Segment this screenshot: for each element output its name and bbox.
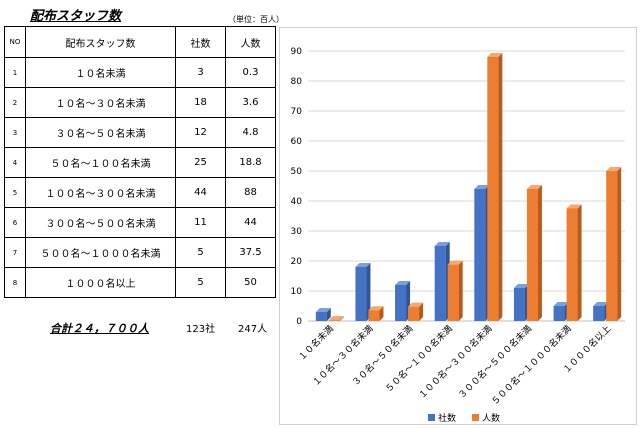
table-row: 5 １００名～３００名未満 44 88 — [4, 177, 276, 208]
y-tick-label: 10 — [291, 287, 303, 297]
x-tick-label: ５０名～１００名未満 — [383, 323, 455, 395]
table-row: 3 ３０名～５０名未満 12 4.8 — [4, 117, 276, 148]
bar-top — [553, 302, 569, 306]
y-tick-label: 70 — [291, 107, 303, 117]
header-companies: 社数 — [175, 26, 226, 58]
x-tick-label: ５００名～１０００名未満 — [489, 323, 574, 408]
y-tick-label: 0 — [296, 317, 302, 327]
cell-people: 3.6 — [225, 87, 276, 118]
cell-people: 50 — [225, 267, 276, 298]
cell-people: 4.8 — [225, 117, 276, 148]
header-people: 人数 — [225, 26, 276, 58]
x-tick-label: １０名未満 — [296, 323, 336, 363]
bar — [315, 312, 327, 321]
bar — [474, 189, 486, 321]
cell-staff: ３０名～５０名未満 — [25, 117, 176, 148]
cell-companies: 5 — [175, 267, 226, 298]
total-companies: 123社 — [186, 324, 216, 335]
table-row: 1 １０名未満 3 0.3 — [4, 57, 276, 88]
cell-staff: １００名～３００名未満 — [25, 177, 176, 208]
x-tick-label: １００名～３００名未満 — [416, 323, 494, 401]
cell-staff: ３００名～５００名未満 — [25, 207, 176, 238]
bar-side — [537, 185, 542, 321]
bar-side — [326, 308, 331, 321]
cell-companies: 18 — [175, 87, 226, 118]
legend-label: 社数 — [438, 412, 456, 424]
bar — [593, 306, 605, 321]
y-tick-label: 90 — [291, 47, 303, 57]
bar-top — [328, 316, 344, 321]
bar — [447, 264, 459, 321]
bar — [513, 288, 525, 321]
y-tick-label: 50 — [291, 167, 303, 177]
y-tick-label: 40 — [291, 197, 303, 207]
bar-side — [458, 260, 463, 321]
y-tick-label: 80 — [291, 77, 303, 87]
bar-top — [513, 284, 529, 288]
bar-side — [498, 53, 503, 321]
bar-side — [366, 263, 371, 321]
bar-top — [566, 204, 582, 209]
bar — [434, 246, 446, 321]
bar — [566, 208, 578, 321]
x-tick-label: ３００名～５００名未満 — [456, 323, 534, 401]
bar-top — [434, 242, 450, 246]
bar-side — [617, 167, 622, 321]
page-title: 配布スタッフ数 — [30, 9, 122, 24]
bar-top — [447, 260, 463, 265]
cell-companies: 25 — [175, 147, 226, 178]
bar-top — [526, 185, 542, 189]
table-row: 4 ５０名～１００名未満 25 18.8 — [4, 147, 276, 178]
unit-note: （単位：百人） — [228, 15, 284, 24]
cell-staff: １０名未満 — [25, 57, 176, 88]
chart-frame — [279, 27, 637, 425]
bar — [526, 189, 538, 321]
cell-companies: 12 — [175, 117, 226, 148]
total-people: 247人 — [238, 324, 268, 335]
bar-top — [368, 306, 384, 311]
y-tick-label: 30 — [291, 227, 303, 237]
bar — [368, 310, 380, 321]
bar-top — [355, 263, 371, 267]
bar — [355, 267, 367, 321]
bar-top — [395, 281, 411, 285]
bar-side — [339, 316, 344, 321]
bar — [328, 320, 340, 321]
distribution-table: NO 配布スタッフ数 社数 人数 1 １０名未満 3 0.3 2 １０名～３０名未満 18… — [4, 26, 276, 298]
bar — [395, 285, 407, 321]
bar-top — [593, 302, 609, 306]
cell-companies: 3 — [175, 57, 226, 88]
cell-people: 18.8 — [225, 147, 276, 178]
bar-top — [606, 167, 622, 171]
bar-side — [577, 204, 582, 321]
cell-companies: 5 — [175, 237, 226, 268]
legend-label: 人数 — [482, 412, 500, 424]
total-label: 合計２４，７００人 — [50, 322, 149, 335]
bar-side — [419, 302, 424, 321]
bar-top — [487, 53, 503, 57]
cell-staff: ５００名～１０００名未満 — [25, 237, 176, 268]
bar — [408, 306, 420, 321]
cell-staff: ５０名～１００名未満 — [25, 147, 176, 178]
y-tick-label: 20 — [291, 257, 303, 267]
cell-people: 37.5 — [225, 237, 276, 268]
bar-side — [379, 306, 384, 321]
bar — [553, 306, 565, 321]
bar — [606, 171, 618, 321]
cell-people: 0.3 — [225, 57, 276, 88]
legend-swatch — [472, 414, 479, 421]
legend-swatch — [428, 414, 435, 421]
bar — [487, 57, 499, 321]
table-row: 8 １０００名以上 5 50 — [4, 267, 276, 298]
cell-staff: １０００名以上 — [25, 267, 176, 298]
bar-top — [315, 308, 331, 312]
table-header-row: NO 配布スタッフ数 社数 人数 — [4, 26, 276, 58]
table-row: 7 ５００名～１０００名未満 5 37.5 — [4, 237, 276, 268]
cell-companies: 11 — [175, 207, 226, 238]
y-tick-label: 60 — [291, 137, 303, 147]
bar-top — [408, 302, 424, 307]
bar-top — [474, 185, 490, 189]
